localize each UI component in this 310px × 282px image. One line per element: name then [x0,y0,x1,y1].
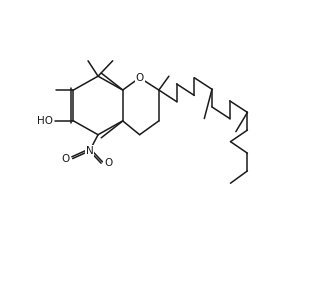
Text: O: O [104,158,112,168]
Text: N: N [86,146,93,156]
Text: O: O [62,154,70,164]
Text: O: O [135,73,144,83]
Text: HO: HO [38,116,53,126]
